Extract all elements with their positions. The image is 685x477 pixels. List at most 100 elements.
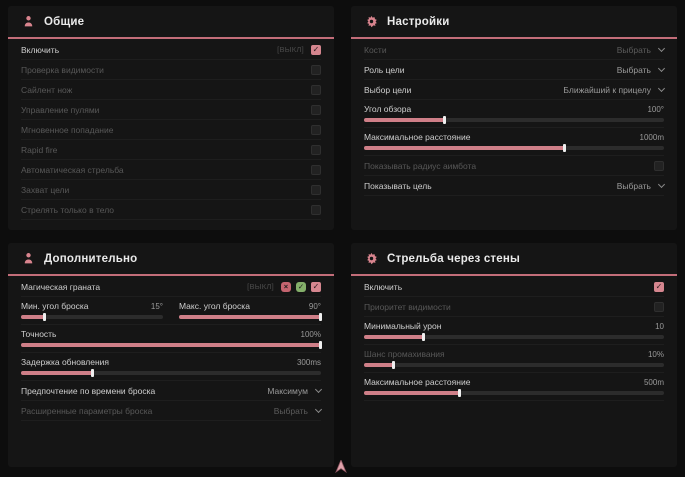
panel-title: Настройки — [387, 15, 450, 28]
check-badge-icon[interactable]: ✓ — [296, 281, 306, 292]
slider-row: Максимальное расстояние 500m — [364, 373, 664, 401]
panel-title: Дополнительно — [44, 252, 138, 265]
slider-group: Задержка обновления 300ms — [21, 356, 321, 377]
header-divider — [351, 37, 677, 39]
panel-body: Кости Выбрать Роль цели Выбрать Выбор цели Бл… — [351, 39, 677, 196]
row-label: Расширенные параметры броска — [21, 405, 153, 416]
slider-label: Мин. угол броска — [21, 301, 89, 311]
checkbox[interactable] — [654, 301, 664, 312]
checkbox[interactable] — [311, 104, 321, 115]
slider-group: Шанс промахивания 10% — [364, 348, 664, 369]
checkbox[interactable] — [311, 204, 321, 215]
row-controls: Выбрать — [273, 405, 323, 416]
slider-header: Максимальное расстояние 1000m — [364, 131, 664, 143]
panel-settings: Настройки Кости Выбрать Роль цели Выбрать Вы… — [351, 6, 677, 230]
slider-thumb[interactable] — [392, 361, 395, 369]
slider-track[interactable] — [364, 333, 664, 341]
row-label: Захват цели — [21, 184, 70, 195]
panel-header: Дополнительно — [8, 243, 334, 274]
slider-fill — [364, 335, 424, 339]
slider-label: Угол обзора — [364, 104, 412, 114]
checkbox[interactable] — [654, 160, 664, 171]
slider-thumb[interactable] — [319, 341, 322, 349]
settings-row: Включить ✓ — [364, 277, 664, 297]
row-controls: Выбрать — [617, 64, 666, 75]
dropdown[interactable]: Выбрать — [617, 180, 666, 191]
slider-track[interactable] — [21, 313, 163, 321]
slider-track[interactable] — [364, 361, 664, 369]
checkbox[interactable]: ✓ — [654, 281, 664, 292]
slider-header: Максимальное расстояние 500m — [364, 376, 664, 388]
slider-value: 10% — [647, 349, 664, 359]
slider-track[interactable] — [21, 369, 321, 377]
slider-group: Мин. угол броска 15° — [21, 300, 163, 321]
person-icon — [22, 252, 35, 265]
dropdown[interactable]: Выбрать — [617, 44, 666, 55]
row-controls — [311, 104, 321, 115]
checkbox[interactable] — [311, 124, 321, 135]
settings-row: Включить [ВЫКЛ] ✓ — [21, 40, 321, 60]
chevron-down-icon — [314, 405, 323, 413]
dropdown[interactable]: Выбрать — [617, 64, 666, 75]
gear-icon — [365, 15, 378, 28]
cross-badge-icon[interactable]: × — [281, 281, 291, 292]
settings-row: Приоритет видимости — [364, 297, 664, 317]
slider-track[interactable] — [21, 341, 322, 349]
slider-value: 500m — [643, 377, 664, 387]
row-label: Управление пулями — [21, 104, 100, 115]
slider-thumb[interactable] — [563, 144, 566, 152]
slider-row: Шанс промахивания 10% — [364, 345, 664, 373]
slider-track[interactable] — [364, 389, 664, 397]
settings-row: Rapid fire — [21, 140, 321, 160]
slider-track[interactable] — [364, 116, 664, 124]
slider-thumb[interactable] — [422, 333, 425, 341]
row-label: Показывать цель — [364, 180, 432, 191]
settings-row: Показывать радиус аимбота — [364, 156, 664, 176]
slider-track[interactable] — [364, 144, 664, 152]
row-label: Кости — [364, 44, 387, 55]
dropdown-value: Выбрать — [273, 405, 308, 416]
checkbox[interactable] — [311, 184, 321, 195]
slider-header: Задержка обновления 300ms — [21, 356, 321, 368]
slider-row: Минимальный урон 10 — [364, 317, 664, 345]
slider-value: 10 — [655, 321, 664, 331]
slider-track[interactable] — [179, 313, 322, 321]
settings-row: Автоматическая стрельба — [21, 160, 321, 180]
dropdown[interactable]: Ближайший к прицелу — [563, 84, 666, 95]
slider-value: 300ms — [296, 357, 321, 367]
slider-fill — [364, 363, 394, 367]
header-divider — [8, 274, 334, 276]
checkbox[interactable]: ✓ — [311, 281, 321, 292]
row-label: Проверка видимости — [21, 64, 104, 75]
slider-thumb[interactable] — [91, 369, 94, 377]
panel-body: Магическая граната [ВЫКЛ] × ✓ ✓ Мин. угол бро… — [8, 276, 334, 421]
dropdown[interactable]: Выбрать — [273, 405, 323, 416]
dropdown-value: Ближайший к прицелу — [563, 84, 651, 95]
slider-value: 90° — [308, 301, 321, 311]
slider-thumb[interactable] — [443, 116, 446, 124]
slider-thumb[interactable] — [43, 313, 47, 321]
row-label: Сайлент нож — [21, 84, 73, 95]
dropdown[interactable]: Максимум — [267, 385, 323, 396]
checkbox[interactable] — [311, 144, 321, 155]
row-controls — [654, 160, 664, 171]
slider-fill — [21, 371, 93, 375]
header-divider — [351, 274, 677, 276]
slider-group: Макс. угол броска 90° — [179, 300, 322, 321]
checkbox[interactable] — [311, 64, 321, 75]
checkbox[interactable] — [311, 84, 321, 95]
settings-row: Показывать цель Выбрать — [364, 176, 666, 196]
slider-row: Угол обзора 100° — [364, 100, 664, 128]
row-label: Rapid fire — [21, 144, 58, 155]
row-controls — [311, 184, 321, 195]
panel-header: Общие — [8, 6, 334, 37]
checkbox[interactable]: ✓ — [311, 44, 321, 55]
slider-row: Максимальное расстояние 1000m — [364, 128, 664, 156]
row-controls: Выбрать — [617, 44, 666, 55]
slider-fill — [179, 315, 321, 319]
panel-body: Включить ✓ Приоритет видимости Минимальный … — [351, 276, 677, 401]
slider-thumb[interactable] — [319, 313, 322, 321]
slider-thumb[interactable] — [458, 389, 461, 397]
checkbox[interactable] — [311, 164, 321, 175]
settings-row: Выбор цели Ближайший к прицелу — [364, 80, 666, 100]
